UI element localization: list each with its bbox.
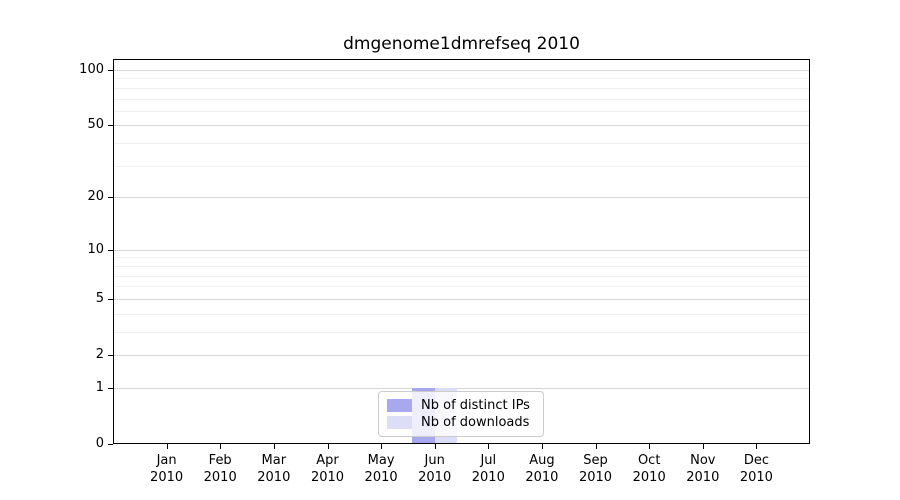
major-gridline <box>114 355 809 356</box>
x-tick-mark <box>273 444 275 449</box>
x-tick-label: Apr 2010 <box>310 453 345 485</box>
x-tick-label: Oct 2010 <box>632 453 666 485</box>
minor-gridline <box>114 313 809 315</box>
y-tick-mark <box>108 197 113 199</box>
y-tick-mark <box>108 444 113 445</box>
chart-title: dmgenome1dmrefseq 2010 <box>343 34 580 54</box>
x-tick-mark <box>327 444 329 449</box>
legend-swatch-distinct-ips <box>387 399 412 412</box>
legend-label-distinct-ips: Nb of distinct IPs <box>421 398 530 413</box>
x-tick-mark <box>649 444 651 449</box>
x-tick-mark <box>381 444 383 449</box>
legend-label-downloads: Nb of downloads <box>421 415 530 430</box>
minor-gridline <box>114 143 809 145</box>
y-tick-mark <box>108 249 113 251</box>
x-tick-label: Dec 2010 <box>739 453 773 485</box>
y-tick-label: 10 <box>87 241 104 257</box>
major-gridline <box>114 298 809 300</box>
major-gridline <box>114 125 809 127</box>
y-tick-mark <box>108 125 113 127</box>
legend: Nb of distinct IPs Nb of downloads <box>378 391 544 437</box>
minor-gridline <box>114 331 809 333</box>
y-tick-label: 2 <box>95 347 104 362</box>
x-tick-mark <box>220 444 222 449</box>
minor-gridline <box>114 110 809 112</box>
minor-gridline <box>114 265 809 267</box>
y-tick-mark <box>108 355 113 356</box>
minor-gridline <box>114 165 809 167</box>
y-tick-label: 0 <box>95 436 104 451</box>
legend-item-downloads: Nb of downloads <box>387 415 534 430</box>
x-tick-mark <box>434 444 436 449</box>
minor-gridline <box>114 286 809 288</box>
y-tick-label: 5 <box>95 290 104 306</box>
minor-gridline <box>114 78 809 80</box>
y-tick-mark <box>108 70 113 71</box>
x-tick-mark <box>702 444 704 449</box>
x-tick-label: Jun 2010 <box>418 453 452 485</box>
x-tick-label: Nov 2010 <box>686 453 720 485</box>
major-gridline <box>114 197 809 199</box>
y-tick-mark <box>108 298 113 300</box>
major-gridline <box>114 70 809 71</box>
legend-swatch-downloads <box>387 416 412 429</box>
minor-gridline <box>114 275 809 277</box>
x-tick-label: Aug 2010 <box>525 453 559 485</box>
legend-item-distinct-ips: Nb of distinct IPs <box>387 398 534 413</box>
y-tick-label: 50 <box>87 117 104 133</box>
x-tick-label: Mar 2010 <box>257 453 291 485</box>
y-tick-label: 100 <box>79 62 104 77</box>
minor-gridline <box>114 257 809 259</box>
y-tick-label: 20 <box>87 189 104 205</box>
y-tick-label: 1 <box>95 379 104 395</box>
minor-gridline <box>114 98 809 100</box>
major-gridline <box>114 387 809 389</box>
x-tick-label: Feb 2010 <box>203 453 237 485</box>
x-tick-label: Sep 2010 <box>578 453 613 485</box>
y-tick-mark <box>108 387 113 389</box>
x-tick-label: May 2010 <box>364 453 398 485</box>
x-tick-label: Jan 2010 <box>150 453 184 485</box>
x-tick-mark <box>488 444 490 449</box>
minor-gridline <box>114 87 809 89</box>
x-tick-label: Jul 2010 <box>471 453 505 485</box>
x-tick-mark <box>166 444 168 449</box>
x-tick-mark <box>756 444 758 449</box>
x-tick-mark <box>595 444 597 449</box>
major-gridline <box>114 249 809 251</box>
x-tick-mark <box>541 444 543 449</box>
plot-area <box>113 59 810 444</box>
